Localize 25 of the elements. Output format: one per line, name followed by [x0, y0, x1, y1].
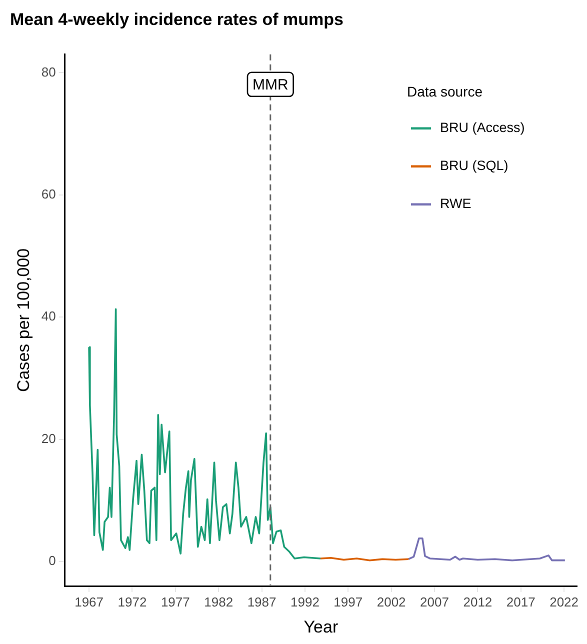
legend-label: BRU (Access): [440, 120, 525, 136]
x-tick-label: 1977: [160, 594, 190, 610]
x-tick-label: 2022: [550, 594, 579, 610]
y-tick-label: 0: [48, 553, 56, 568]
legend-title: Data source: [407, 83, 483, 100]
y-tick-label: 60: [41, 186, 56, 202]
x-tick-label: 1967: [74, 594, 104, 610]
x-tick-label: 2002: [376, 594, 406, 610]
chart-title: Mean 4-weekly incidence rates of mumps: [10, 10, 344, 29]
x-tick-label: 1997: [334, 594, 363, 610]
x-tick-label: 2017: [506, 594, 536, 610]
x-axis-title: Year: [304, 617, 338, 636]
x-tick-label: 1972: [118, 594, 147, 610]
x-tick-label: 2007: [420, 594, 449, 610]
y-tick-label: 20: [41, 430, 56, 446]
legend-label: BRU (SQL): [440, 158, 508, 174]
legend-label: RWE: [440, 196, 472, 212]
y-tick-label: 40: [41, 308, 56, 324]
x-tick-label: 1982: [204, 594, 234, 610]
ref-line-label: MMR: [252, 76, 288, 94]
x-tick-label: 2012: [463, 594, 492, 610]
y-tick-label: 80: [41, 64, 56, 80]
x-tick-label: 1992: [290, 594, 320, 610]
y-axis-title: Cases per 100,000: [14, 248, 33, 392]
x-tick-label: 1987: [247, 594, 276, 610]
